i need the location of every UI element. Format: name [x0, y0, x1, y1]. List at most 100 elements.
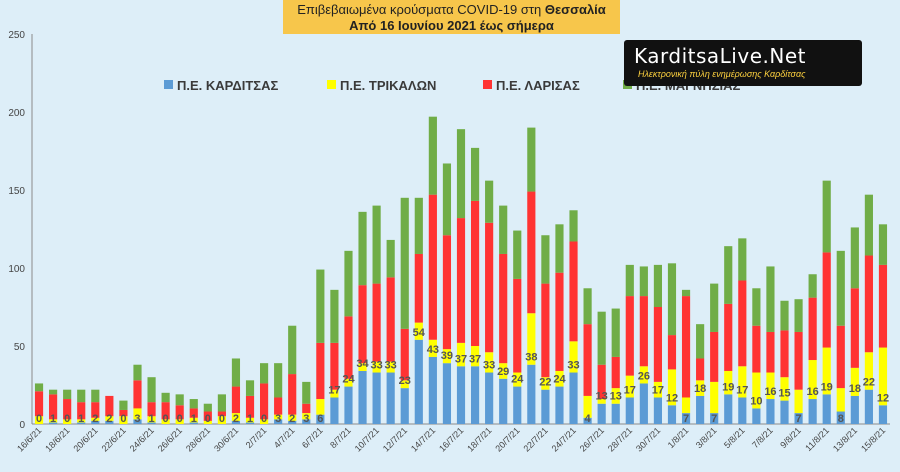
bar-segment: [836, 325, 845, 389]
data-label: 13: [596, 391, 608, 403]
logo-sub-text: Ηλεκτρονική πύλη ενημέρωσης Καρδίτσας: [638, 69, 806, 79]
bar-segment: [456, 366, 466, 424]
bar-segment: [175, 419, 184, 424]
data-label: 4: [585, 413, 592, 425]
y-tick-label: 50: [14, 342, 26, 353]
bar-segment: [878, 264, 888, 348]
bar-segment: [91, 389, 100, 403]
bar-segment: [231, 413, 241, 421]
y-tick-label: 250: [8, 30, 25, 41]
bar-segment: [147, 377, 156, 403]
bar-segment: [780, 377, 789, 401]
data-label: 3: [134, 413, 140, 425]
bar-segment: [147, 402, 156, 417]
bar-segment: [485, 372, 494, 424]
bar-segment: [625, 375, 634, 398]
data-label: 0: [261, 413, 267, 425]
bar-segment: [667, 335, 677, 370]
data-label: 0: [64, 413, 70, 425]
data-label: 12: [666, 392, 678, 404]
data-label: 24: [342, 374, 355, 386]
bar-segment: [288, 325, 297, 375]
data-label: 29: [497, 366, 509, 378]
bar-segment: [766, 331, 775, 373]
data-label: 17: [652, 384, 664, 396]
bar-segment: [372, 283, 381, 362]
bar-segment: [681, 296, 691, 398]
bar-segment: [639, 366, 648, 384]
bar-segment: [696, 324, 705, 359]
x-tick-label: 14/7/21: [409, 425, 437, 453]
bar-segment: [288, 414, 297, 421]
bar-segment: [386, 277, 395, 362]
bar-segment: [203, 403, 212, 412]
bar-segment: [175, 405, 184, 420]
bar-segment: [400, 388, 409, 424]
y-tick-label: 100: [8, 264, 25, 275]
bar-segment: [428, 194, 437, 340]
bar-segment: [850, 288, 859, 368]
x-tick-label: 13/8/21: [831, 425, 859, 453]
data-label: 19: [722, 381, 734, 393]
bar-segment: [330, 342, 339, 390]
bar-segment: [681, 413, 691, 424]
bar-segment: [147, 422, 156, 424]
bar-segment: [569, 372, 578, 424]
data-label: 16: [807, 386, 819, 398]
data-label: 8: [838, 413, 844, 425]
bar-segment: [611, 356, 620, 389]
bar-segment: [358, 370, 367, 424]
bar-segment: [527, 191, 536, 314]
data-label: 22: [863, 377, 875, 389]
bar-segment: [780, 300, 789, 331]
karditsalive-logo: KarditsaLive.Net Ηλεκτρονική πύλη ενημέρ…: [624, 40, 862, 86]
data-label: 17: [624, 384, 636, 396]
bar-segment: [119, 400, 128, 410]
bar-segment: [499, 205, 508, 254]
bar-segment: [569, 341, 578, 373]
bar-segment: [583, 324, 592, 396]
bar-segment: [738, 366, 747, 398]
bar-segment: [133, 419, 142, 424]
bar-segment: [386, 372, 395, 424]
data-label: 24: [553, 374, 566, 386]
x-tick-label: 12/7/21: [381, 425, 409, 453]
bar-segment: [625, 397, 634, 424]
data-label: 22: [539, 377, 551, 389]
x-tick-label: 20/7/21: [493, 425, 521, 453]
bar-segment: [133, 380, 142, 409]
bar-segment: [499, 363, 508, 379]
bar-segment: [653, 307, 662, 382]
bar-segment: [245, 417, 255, 423]
data-label: 1: [148, 413, 154, 425]
bar-segment: [470, 147, 480, 201]
bar-segment: [442, 363, 452, 424]
bar-segment: [133, 408, 142, 420]
bar-segment: [288, 374, 297, 415]
data-label: 0: [205, 413, 211, 425]
bar-segment: [105, 416, 114, 421]
bar-segment: [63, 389, 72, 400]
data-label: 17: [328, 384, 340, 396]
x-tick-label: 6/7/21: [300, 425, 325, 450]
bar-segment: [794, 389, 803, 414]
bar-segment: [372, 205, 381, 284]
bar-segment: [91, 420, 100, 424]
data-label: 0: [120, 413, 126, 425]
x-tick-label: 3/8/21: [694, 425, 719, 450]
x-tick-label: 24/7/21: [550, 425, 578, 453]
bar-segment: [724, 303, 733, 371]
x-tick-label: 22/7/21: [521, 425, 549, 453]
bar-segment: [77, 389, 86, 403]
bar-segment: [822, 252, 831, 348]
bar-segment: [260, 383, 269, 420]
title-line1: Επιβεβαιωμένα κρούσματα COVID-19 στη: [297, 2, 542, 17]
bar-segment: [77, 419, 86, 423]
bar-segment: [724, 246, 733, 304]
data-label: 38: [525, 352, 537, 364]
bar-segment: [400, 328, 409, 381]
x-tick-label: 16/7/21: [437, 425, 465, 453]
data-label: 33: [370, 360, 382, 372]
bar-segment: [372, 372, 381, 424]
bar-segment: [681, 289, 691, 297]
